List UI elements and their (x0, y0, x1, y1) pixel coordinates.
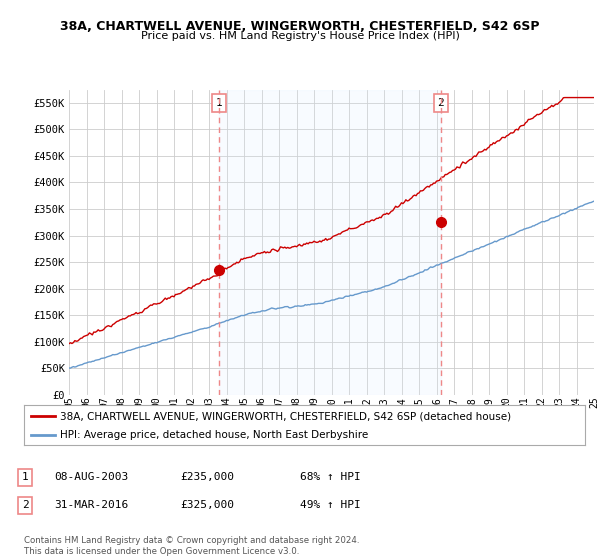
Text: 2: 2 (437, 99, 444, 108)
Text: 1: 1 (216, 99, 223, 108)
Text: 31-MAR-2016: 31-MAR-2016 (54, 500, 128, 510)
Text: 1: 1 (22, 472, 29, 482)
Text: 2: 2 (22, 500, 29, 510)
Text: 68% ↑ HPI: 68% ↑ HPI (300, 472, 361, 482)
Bar (219, 90, 441, 395)
Text: 38A, CHARTWELL AVENUE, WINGERWORTH, CHESTERFIELD, S42 6SP: 38A, CHARTWELL AVENUE, WINGERWORTH, CHES… (60, 20, 540, 32)
Text: 08-AUG-2003: 08-AUG-2003 (54, 472, 128, 482)
Text: £325,000: £325,000 (180, 500, 234, 510)
Text: HPI: Average price, detached house, North East Derbyshire: HPI: Average price, detached house, Nort… (61, 430, 369, 440)
Text: Price paid vs. HM Land Registry's House Price Index (HPI): Price paid vs. HM Land Registry's House … (140, 31, 460, 41)
Text: 49% ↑ HPI: 49% ↑ HPI (300, 500, 361, 510)
Text: £235,000: £235,000 (180, 472, 234, 482)
Text: 38A, CHARTWELL AVENUE, WINGERWORTH, CHESTERFIELD, S42 6SP (detached house): 38A, CHARTWELL AVENUE, WINGERWORTH, CHES… (61, 411, 512, 421)
Text: Contains HM Land Registry data © Crown copyright and database right 2024.
This d: Contains HM Land Registry data © Crown c… (24, 536, 359, 556)
